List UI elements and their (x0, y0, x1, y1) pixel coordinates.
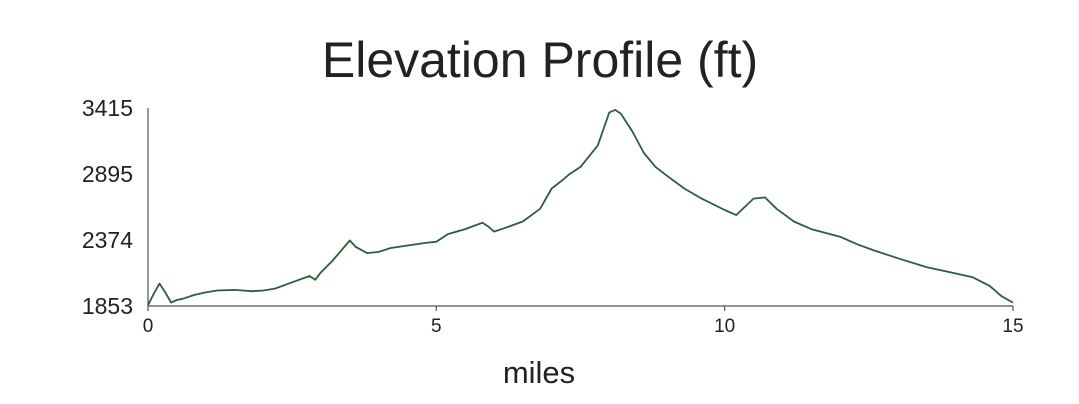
y-tick-labels: 1853 2374 2895 3415 (82, 95, 133, 319)
y-tick-label: 2374 (82, 227, 133, 253)
series-layer (147, 109, 1014, 306)
y-tick-label: 3415 (82, 95, 133, 121)
x-tick-label: 10 (714, 316, 735, 337)
x-tick-label: 15 (1002, 316, 1023, 337)
chart-title: Elevation Profile (ft) (322, 32, 758, 88)
elevation-line (147, 109, 1014, 306)
x-tick-label: 5 (431, 316, 442, 337)
x-tick-label: 0 (143, 316, 154, 337)
x-tick-labels: 0 5 10 15 (143, 306, 1024, 337)
y-tick-label: 1853 (82, 293, 133, 319)
x-axis-label: miles (503, 355, 575, 390)
y-tick-label: 2895 (82, 161, 133, 187)
